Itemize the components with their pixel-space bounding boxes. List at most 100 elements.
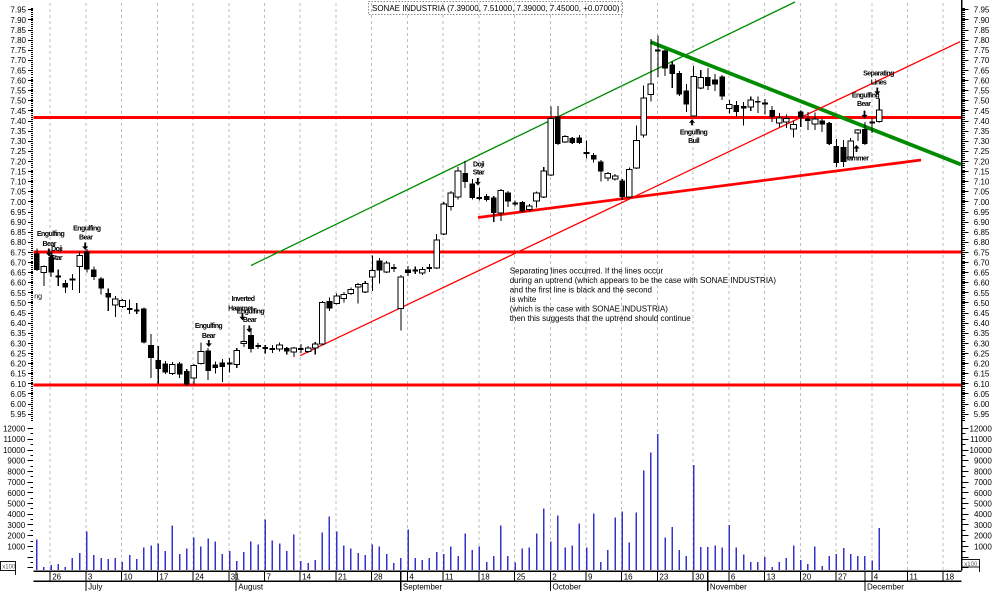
svg-text:SONAE INDUSTRIA (7.39000, 7.51: SONAE INDUSTRIA (7.39000, 7.51000, 7.390… xyxy=(372,4,620,13)
svg-text:Engulfing: Engulfing xyxy=(195,323,223,330)
svg-text:7.30: 7.30 xyxy=(10,137,26,146)
svg-text:6.65: 6.65 xyxy=(974,269,990,278)
svg-text:7.85: 7.85 xyxy=(10,26,26,35)
svg-text:6.70: 6.70 xyxy=(974,258,990,267)
svg-text:27: 27 xyxy=(838,572,847,581)
svg-text:26: 26 xyxy=(52,572,61,581)
svg-text:9000: 9000 xyxy=(974,457,992,466)
svg-text:6.25: 6.25 xyxy=(10,349,26,358)
svg-text:Hammer: Hammer xyxy=(844,155,870,162)
svg-text:6.30: 6.30 xyxy=(974,339,990,348)
svg-text:7.95: 7.95 xyxy=(974,6,990,15)
svg-text:24: 24 xyxy=(195,572,204,581)
svg-text:October: October xyxy=(553,583,582,591)
svg-text:6.55: 6.55 xyxy=(974,289,990,298)
svg-text:7.30: 7.30 xyxy=(974,137,990,146)
svg-text:12000: 12000 xyxy=(3,425,26,434)
svg-text:5.95: 5.95 xyxy=(974,410,990,419)
svg-text:11: 11 xyxy=(445,572,454,581)
svg-text:7.65: 7.65 xyxy=(10,66,26,75)
svg-text:7.25: 7.25 xyxy=(10,147,26,156)
svg-text:7000: 7000 xyxy=(7,478,25,487)
svg-text:7.00: 7.00 xyxy=(974,198,990,207)
svg-text:8000: 8000 xyxy=(7,467,25,476)
svg-text:7: 7 xyxy=(267,572,272,581)
svg-text:6.00: 6.00 xyxy=(10,400,26,409)
svg-text:7.80: 7.80 xyxy=(974,36,990,45)
svg-text:4: 4 xyxy=(409,572,414,581)
svg-text:6.50: 6.50 xyxy=(10,299,26,308)
svg-text:6.60: 6.60 xyxy=(974,279,990,288)
svg-text:Bear: Bear xyxy=(202,333,216,340)
svg-text:6.30: 6.30 xyxy=(10,339,26,348)
svg-text:6.50: 6.50 xyxy=(974,299,990,308)
svg-text:Separating lines occurred. If: Separating lines occurred. If the lines … xyxy=(510,266,664,275)
svg-text:Star: Star xyxy=(473,170,485,177)
svg-text:7.35: 7.35 xyxy=(974,127,990,136)
svg-text:November: November xyxy=(710,583,747,591)
svg-text:7.95: 7.95 xyxy=(10,6,26,15)
svg-text:7.10: 7.10 xyxy=(10,178,26,187)
svg-text:Hammer: Hammer xyxy=(228,306,254,313)
svg-text:8000: 8000 xyxy=(974,467,992,476)
svg-text:July: July xyxy=(88,583,102,591)
svg-text:17: 17 xyxy=(159,572,168,581)
svg-text:3000: 3000 xyxy=(974,521,992,530)
svg-text:Engulfing: Engulfing xyxy=(73,226,101,233)
svg-text:7.65: 7.65 xyxy=(974,66,990,75)
svg-text:28: 28 xyxy=(374,572,383,581)
svg-text:18: 18 xyxy=(481,572,490,581)
svg-text:4000: 4000 xyxy=(7,510,25,519)
svg-text:6.20: 6.20 xyxy=(974,360,990,369)
svg-text:16: 16 xyxy=(624,572,633,581)
svg-text:30: 30 xyxy=(695,572,704,581)
svg-text:6.90: 6.90 xyxy=(974,218,990,227)
svg-text:6.05: 6.05 xyxy=(10,390,26,399)
svg-text:11000: 11000 xyxy=(4,435,26,444)
svg-text:7.40: 7.40 xyxy=(974,117,990,126)
svg-text:6.05: 6.05 xyxy=(974,390,990,399)
svg-text:7.55: 7.55 xyxy=(10,87,26,96)
svg-text:6.45: 6.45 xyxy=(10,309,26,318)
svg-text:7.35: 7.35 xyxy=(10,127,26,136)
svg-text:and the first line is black an: and the first line is black and the seco… xyxy=(510,285,652,294)
svg-text:Bear: Bear xyxy=(79,235,93,242)
svg-text:6.00: 6.00 xyxy=(974,400,990,409)
svg-text:Bear: Bear xyxy=(43,241,57,248)
svg-text:6.10: 6.10 xyxy=(10,380,26,389)
svg-text:7.90: 7.90 xyxy=(10,16,26,25)
svg-text:25: 25 xyxy=(517,572,526,581)
svg-text:ng: ng xyxy=(34,294,42,301)
svg-text:Engulfing: Engulfing xyxy=(237,308,265,315)
svg-text:9: 9 xyxy=(588,572,593,581)
svg-text:2: 2 xyxy=(552,572,557,581)
svg-text:Engulfing: Engulfing xyxy=(37,231,65,238)
svg-text:5.95: 5.95 xyxy=(10,410,26,419)
svg-text:10000: 10000 xyxy=(970,446,993,455)
svg-text:6.80: 6.80 xyxy=(974,238,990,247)
svg-text:Engulfing: Engulfing xyxy=(852,92,880,99)
svg-text:11000: 11000 xyxy=(970,435,992,444)
svg-text:7.05: 7.05 xyxy=(10,188,26,197)
svg-text:September: September xyxy=(403,583,442,591)
svg-text:Inverted: Inverted xyxy=(232,296,255,303)
svg-text:Bear: Bear xyxy=(857,101,871,108)
svg-text:7.25: 7.25 xyxy=(974,147,990,156)
svg-text:6.35: 6.35 xyxy=(10,329,26,338)
svg-text:4000: 4000 xyxy=(974,510,992,519)
svg-text:6.20: 6.20 xyxy=(10,360,26,369)
svg-text:6.95: 6.95 xyxy=(974,208,990,217)
svg-text:Doji: Doji xyxy=(473,162,485,169)
svg-text:6.10: 6.10 xyxy=(974,380,990,389)
svg-text:is white: is white xyxy=(510,295,537,304)
svg-text:6.75: 6.75 xyxy=(10,248,26,257)
svg-text:6.15: 6.15 xyxy=(10,370,26,379)
svg-text:6.95: 6.95 xyxy=(10,208,26,217)
svg-text:5000: 5000 xyxy=(7,500,25,509)
svg-text:Bear: Bear xyxy=(243,317,257,324)
svg-text:6.85: 6.85 xyxy=(974,228,990,237)
svg-text:6.45: 6.45 xyxy=(974,309,990,318)
svg-text:3000: 3000 xyxy=(7,521,25,530)
svg-text:18: 18 xyxy=(945,572,954,581)
svg-text:7.20: 7.20 xyxy=(974,157,990,166)
